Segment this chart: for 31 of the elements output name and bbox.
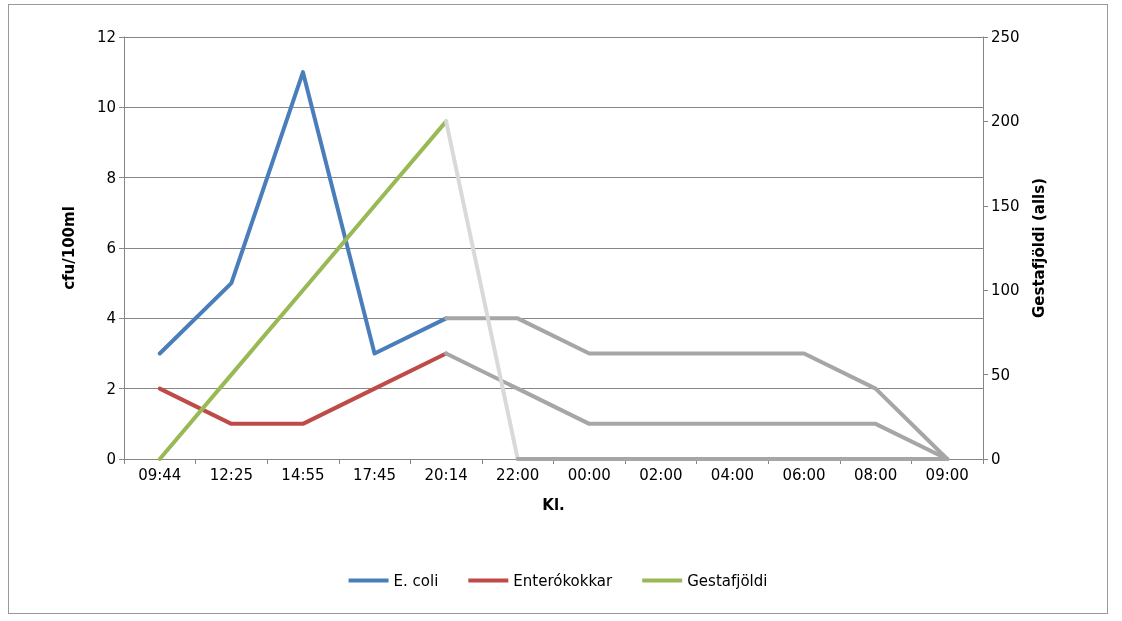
x-tick-label: 09:44 (138, 465, 182, 484)
y-tick-label: 4 (106, 309, 116, 328)
y-tick-label: 10 (96, 98, 116, 117)
y2-tick-label: 100 (991, 281, 1020, 300)
x-tick-label: 09:00 (925, 465, 969, 484)
y2-tick-label: 50 (991, 365, 1011, 384)
x-tick-label: 20:14 (424, 465, 468, 484)
x-tick-label: 00:00 (567, 465, 611, 484)
y-axis-title: cfu/100ml (59, 206, 78, 290)
y-tick-label: 12 (96, 28, 116, 46)
y-tick-label: 6 (106, 239, 116, 257)
x-tick-label: 17:45 (352, 465, 397, 484)
x-tick-label: 02:00 (639, 465, 683, 484)
x-axis-title: Kl. (542, 495, 565, 514)
y-tick-label: 0 (106, 450, 116, 468)
x-tick-label: 06:00 (782, 465, 826, 484)
y2-tick-label: 250 (991, 28, 1020, 46)
y2-axis-title: Gestafjöldi (alls) (1029, 178, 1048, 318)
y2-tick-label: 150 (991, 196, 1020, 215)
x-tick-label: 08:00 (854, 465, 898, 484)
x-tick-label: 14:55 (281, 465, 325, 484)
legend-label: Enterókokkar (513, 571, 614, 590)
y-tick-label: 2 (106, 379, 116, 398)
x-tick-label: 04:00 (710, 465, 755, 484)
y2-tick-label: 0 (991, 450, 1001, 468)
y-tick-label: 8 (106, 168, 116, 187)
y2-tick-label: 200 (991, 112, 1020, 131)
legend-label: E. coli (393, 571, 439, 590)
x-tick-label: 22:00 (496, 465, 540, 484)
legend-label: Gestafjöldi (687, 571, 768, 590)
x-tick-label: 12:25 (209, 465, 253, 484)
